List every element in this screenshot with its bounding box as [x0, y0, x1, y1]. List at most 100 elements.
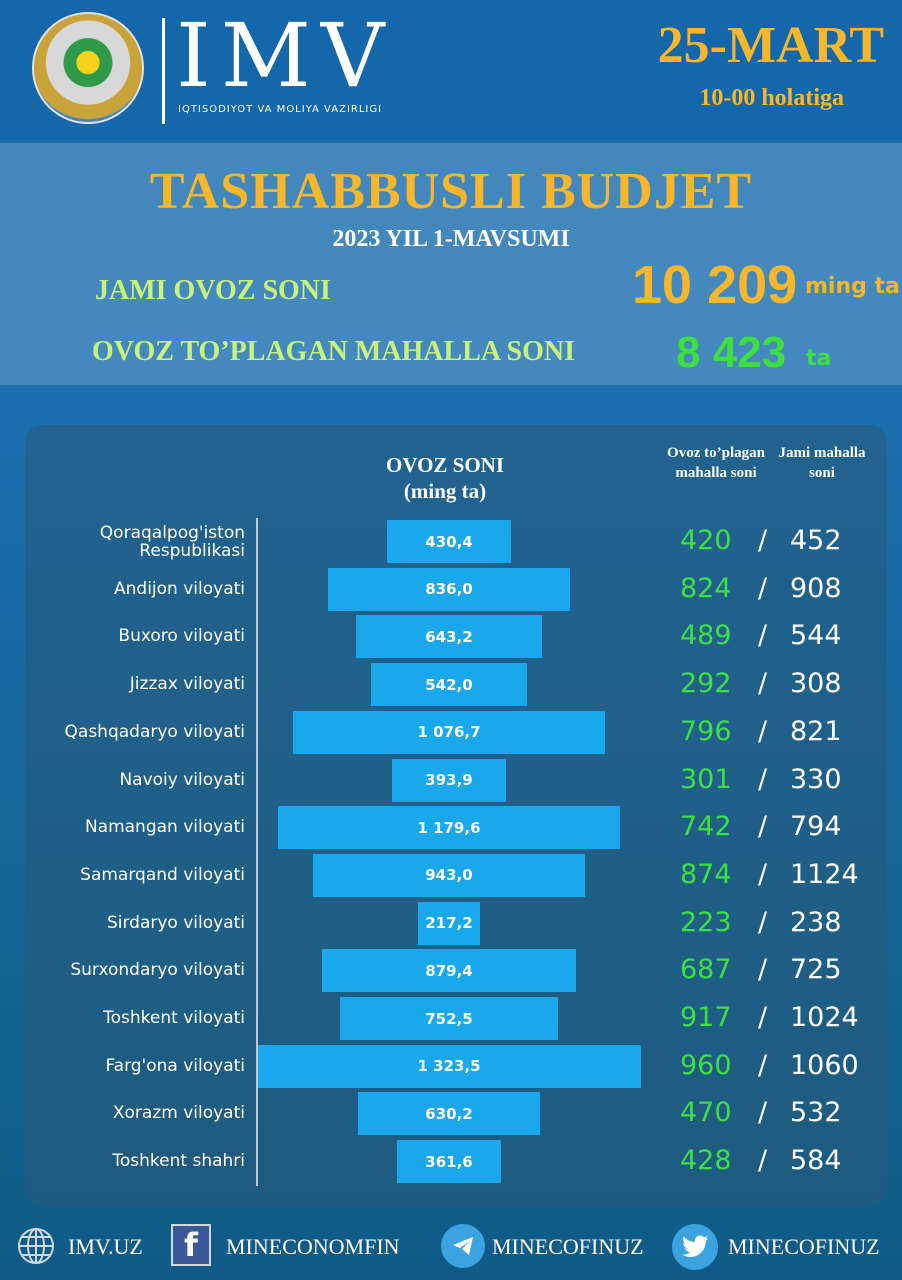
page-title: TASHABBUSLI BUDJET	[149, 163, 753, 220]
mahalla-voted-column-header: Ovoz to’plagan mahalla soni	[667, 445, 765, 481]
total-votes-unit: ming ta	[805, 274, 900, 299]
separator: /	[758, 954, 768, 986]
separator: /	[758, 620, 768, 652]
facebook-icon[interactable]: f	[171, 1224, 211, 1266]
mahalla-voted-value: 742	[680, 811, 732, 843]
telegram-icon[interactable]	[441, 1224, 485, 1268]
state-emblem-icon	[32, 12, 144, 124]
bar: 630,2	[357, 1092, 541, 1136]
bar-value-label: 361,6	[425, 1152, 473, 1171]
separator: /	[758, 525, 768, 556]
mahalla-count-value: 8 423	[676, 328, 787, 377]
globe-icon[interactable]	[14, 1224, 58, 1268]
mahalla-total-value: 532	[790, 1097, 842, 1129]
bar: 1 076,7	[293, 710, 605, 754]
date: 25-MART	[657, 17, 884, 74]
mahalla-total-value: 821	[790, 715, 842, 747]
total-votes-label: JAMI OVOZ SONI	[95, 275, 331, 306]
total-votes-value: 10 209	[632, 255, 798, 315]
chart-axis	[256, 518, 258, 1186]
separator: /	[758, 811, 768, 843]
mahalla-voted-value: 960	[680, 1049, 732, 1081]
bar-value-label: 430,4	[425, 532, 473, 551]
time: 10-00 holatiga	[699, 85, 844, 111]
mahalla-total-value: 452	[790, 525, 842, 556]
mahalla-total-value: 1060	[790, 1049, 859, 1081]
separator: /	[758, 906, 768, 938]
separator: /	[758, 1049, 768, 1081]
mahalla-total-value: 308	[790, 668, 842, 700]
mahalla-voted-value: 917	[680, 1002, 732, 1033]
region-label: Xorazm viloyati	[112, 1103, 245, 1124]
logo-divider	[162, 18, 165, 124]
title-band	[0, 143, 902, 385]
bar-value-label: 879,4	[425, 961, 473, 980]
region-label: Toshkent viloyati	[103, 1008, 245, 1028]
bar: 542,0	[370, 663, 528, 707]
region-label: Namangan viloyati	[84, 817, 245, 838]
separator: /	[758, 1002, 768, 1033]
bar-value-label: 542,0	[425, 675, 473, 694]
bar: 361,6	[396, 1140, 502, 1184]
mahalla-total-value: 330	[790, 763, 842, 795]
mahalla-voted-value: 489	[680, 620, 732, 652]
mahalla-voted-value: 874	[680, 858, 732, 890]
region-label: Toshkent shahri	[112, 1151, 245, 1172]
bar-value-label: 836,0	[425, 580, 473, 599]
region-label: Samarqand viloyati	[80, 864, 245, 885]
mahalla-count-label: OVOZ TO’PLAGAN MAHALLA SONI	[92, 336, 576, 367]
mahalla-voted-value: 796	[680, 715, 732, 747]
votes-column-header: OVOZ SONI (ming ta)	[340, 452, 550, 504]
twitter-link[interactable]: MINECOFINUZ	[728, 1234, 880, 1259]
region-label: Qoraqalpog'iston Respublikasi	[99, 523, 245, 561]
mahalla-voted-value: 687	[680, 954, 732, 986]
mahalla-voted-value: 428	[680, 1145, 732, 1177]
region-label: Qashqadaryo viloyati	[64, 721, 245, 742]
separator: /	[758, 858, 768, 890]
mahalla-voted-value: 223	[680, 906, 732, 938]
logo: IMV	[176, 4, 395, 107]
mahalla-voted-value: 420	[680, 525, 732, 556]
separator: /	[758, 1097, 768, 1129]
bar: 393,9	[392, 758, 506, 802]
mahalla-total-value: 584	[790, 1145, 842, 1177]
mahalla-total-column-header: Jami mahalla soni	[778, 445, 866, 481]
bar: 217,2	[417, 901, 481, 945]
region-label: Andijon viloyati	[114, 578, 245, 599]
bar: 1 179,6	[278, 806, 620, 850]
twitter-icon[interactable]	[672, 1224, 718, 1270]
bar-value-label: 752,5	[425, 1009, 473, 1028]
facebook-link[interactable]: MINECONOMFIN	[226, 1234, 400, 1259]
separator: /	[758, 715, 768, 747]
region-label: Farg'ona viloyati	[105, 1055, 245, 1076]
mahalla-total-value: 1024	[790, 1002, 859, 1033]
mahalla-count-unit: ta	[806, 346, 832, 371]
bar-value-label: 643,2	[425, 627, 473, 646]
page-subtitle: 2023 YIL 1-MAVSUMI	[332, 226, 570, 252]
bar-value-label: 630,2	[425, 1104, 473, 1123]
bar: 1 323,5	[257, 1044, 641, 1088]
separator: /	[758, 572, 768, 604]
mahalla-voted-value: 292	[680, 668, 732, 700]
telegram-link[interactable]: MINECOFINUZ	[492, 1234, 644, 1259]
bar: 752,5	[340, 997, 558, 1040]
bar-value-label: 1 179,6	[417, 818, 481, 837]
separator: /	[758, 1145, 768, 1177]
votes-header-title: OVOZ SONI	[385, 453, 505, 477]
region-label: Sirdaryo viloyati	[106, 912, 245, 933]
separator: /	[758, 668, 768, 700]
region-label: Buxoro viloyati	[118, 626, 245, 647]
bar: 430,4	[386, 520, 512, 563]
mahalla-total-value: 1124	[790, 858, 859, 890]
region-label: Navoiy viloyati	[119, 769, 245, 790]
mahalla-voted-value: 824	[680, 572, 732, 604]
bar-value-label: 1 076,7	[417, 723, 481, 742]
region-label: Jizzax viloyati	[129, 674, 245, 695]
bar-value-label: 1 323,5	[417, 1057, 481, 1076]
website-link[interactable]: IMV.UZ	[68, 1234, 143, 1259]
mahalla-voted-value: 470	[680, 1097, 732, 1129]
mahalla-total-value: 794	[790, 811, 842, 843]
bar: 879,4	[321, 949, 577, 993]
bar: 943,0	[312, 853, 586, 897]
mahalla-total-value: 238	[790, 906, 842, 938]
